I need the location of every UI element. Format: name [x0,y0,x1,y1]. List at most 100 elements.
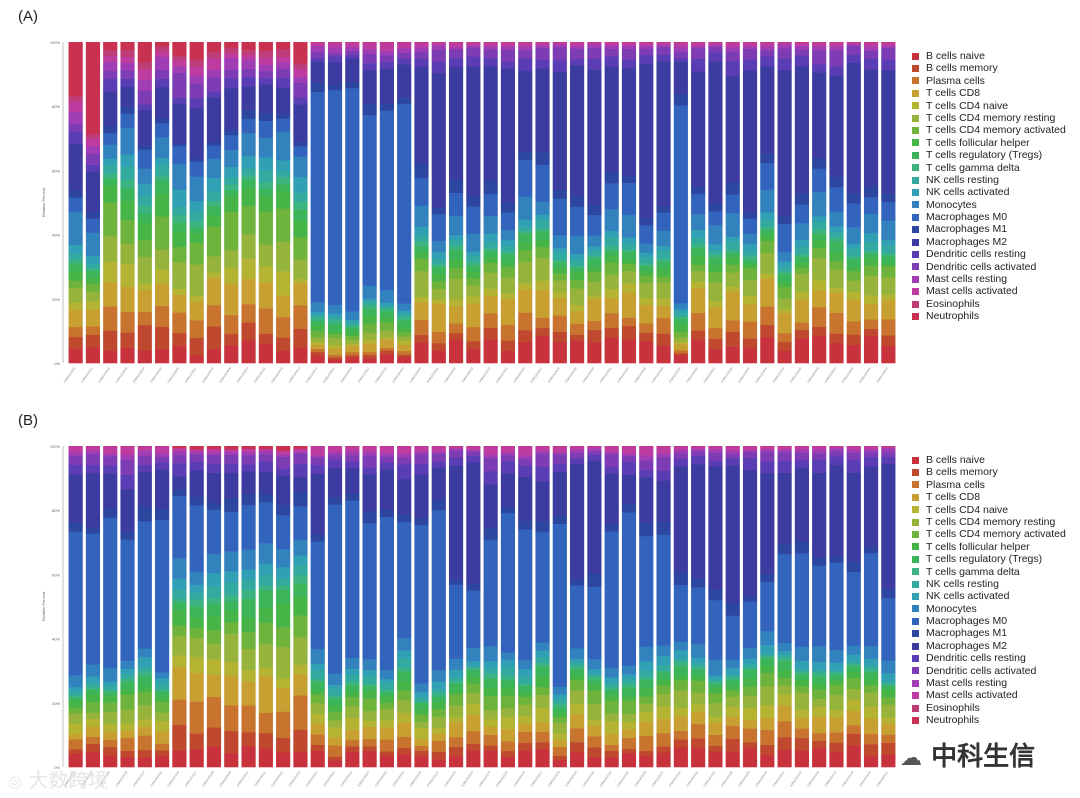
bar-segment [362,339,377,344]
bar-segment [120,674,135,680]
bar-segment [656,534,671,646]
legend-swatch [912,469,919,477]
x-tick-label: GSM1000003 [114,366,128,384]
bar-segment [379,307,394,312]
bar-segment [241,132,256,157]
bar-segment [812,740,827,749]
bar-segment [276,62,291,69]
legend-item: T cells gamma delta [912,566,1066,578]
bar-segment [552,198,567,236]
bar-segment [552,60,567,72]
bar-segment [414,66,429,164]
bar-segment [500,298,516,325]
bar-segment [552,341,567,364]
bar-segment [570,334,585,341]
bar-segment [656,685,671,695]
bar-segment [794,685,809,693]
bar-segment [621,339,637,364]
sample-bar [691,446,706,768]
bar-segment [103,55,118,63]
bar-segment [673,309,688,314]
bar-segment [310,57,325,62]
bar-segment [137,324,152,351]
bar-segment [812,661,827,671]
bar-segment [812,191,827,217]
bar-segment [120,459,135,475]
bar-segment [777,685,792,695]
legend-label: Macrophages M2 [926,639,1008,652]
bar-segment [812,168,827,193]
bar-segment [362,698,377,712]
bar-segment [863,258,879,266]
bar-segment [137,213,152,223]
bar-segment [812,247,827,259]
bar-segment [362,285,377,299]
bar-segment [829,456,844,466]
bar-segment [327,357,343,360]
bar-segment [224,752,239,768]
bar-segment [120,200,135,221]
bar-segment [431,696,446,703]
bar-segment [379,720,394,728]
bar-segment [448,677,464,681]
bar-segment [725,320,740,332]
bar-segment [345,311,360,320]
bar-segment [310,344,325,349]
bar-segment [155,51,170,57]
bar-segment [431,751,446,760]
bar-segment [621,453,637,457]
legend-swatch [912,679,919,687]
legend-swatch [912,605,919,613]
x-tick-label: GSM1000134 [650,770,664,788]
bar-segment [518,520,533,530]
bar-segment [276,42,291,50]
bar-segment [414,451,429,455]
bar-segment [673,730,688,740]
bar-segment [500,461,516,474]
bar-segment [794,256,809,263]
bar-segment [137,183,152,196]
bar-segment [725,725,740,739]
bar-segment [673,337,688,342]
bar-segment [604,230,619,238]
legend-swatch [912,580,919,588]
bar-segment [103,78,118,92]
bar-segment [206,51,222,59]
bar-segment [189,264,204,296]
bar-segment [708,42,723,46]
bar-segment [863,50,879,59]
bar-segment [431,509,446,671]
legend-item: Mast cells resting [912,273,1066,285]
bar-segment [137,195,152,206]
bar-segment [137,648,152,658]
bar-segment [258,120,273,138]
bar-segment [500,679,516,688]
bar-segment [708,716,723,723]
bar-segment [206,615,222,631]
bar-segment [362,455,377,468]
bar-segment [189,337,204,356]
bar-segment [604,466,619,474]
bar-segment [137,692,152,706]
bar-segment [379,290,394,303]
bar-segment [621,175,637,184]
bar-segment [535,742,550,750]
legend-label: T cells regulatory (Tregs) [926,553,1043,566]
bar-segment [691,692,706,705]
bar-segment [535,731,550,743]
bar-segment [570,752,585,768]
bar-segment [691,663,706,668]
bar-segment [535,650,550,658]
bar-segment [777,642,792,652]
sample-bar [812,446,827,768]
bar-segment [742,686,758,696]
bar-segment [276,177,291,184]
bar-segment [518,341,533,364]
bar-segment [276,295,291,318]
bar-segment [500,741,516,752]
sample-bar [552,446,567,768]
bar-segment [155,78,170,88]
bar-segment [189,627,204,639]
legend-swatch [912,704,919,712]
bar-segment [483,687,498,697]
